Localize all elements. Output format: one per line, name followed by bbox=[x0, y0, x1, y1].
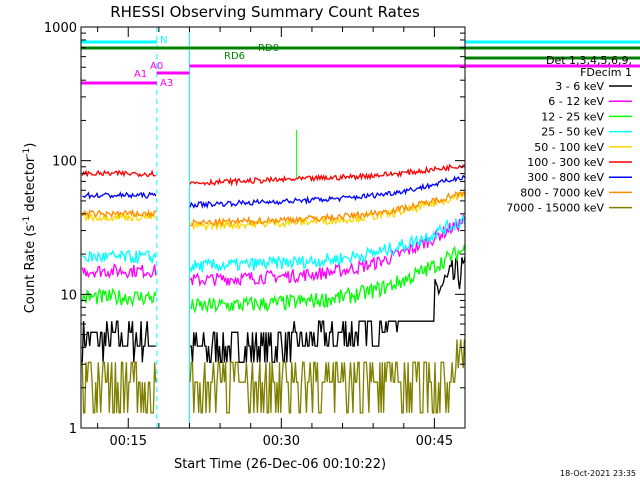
legend-entry-label: 50 - 100 keV bbox=[534, 141, 604, 154]
legend-entry-label: 12 - 25 keV bbox=[541, 110, 604, 123]
series-line-8 bbox=[81, 339, 465, 414]
y-tick-label: 1000 bbox=[44, 21, 77, 36]
y-axis-label: Count Rate (s-1 detector-1) bbox=[22, 143, 38, 314]
series-layer bbox=[81, 129, 465, 414]
series-line-6 bbox=[82, 174, 465, 210]
x-tick-label: 00:30 bbox=[263, 434, 300, 449]
legend-title-line: Det 1,3,4,5,6,9, bbox=[546, 54, 632, 67]
legend: Det 1,3,4,5,6,9,FDecim 13 - 6 keV 6 - 12 … bbox=[506, 54, 632, 215]
series-line-7 bbox=[81, 190, 465, 228]
plot-frame bbox=[80, 26, 466, 429]
series-line-2 bbox=[81, 244, 465, 314]
y-tick-label: 100 bbox=[52, 155, 77, 170]
legend-entry-label: 800 - 7000 keV bbox=[520, 186, 604, 199]
x-axis-label: Start Time (26-Dec-06 00:10:22) bbox=[174, 457, 386, 472]
flag-label-a3: A3 bbox=[160, 78, 173, 89]
x-tick-label: 00:15 bbox=[110, 434, 147, 449]
legend-entry-label: 3 - 6 keV bbox=[555, 80, 604, 93]
legend-entry-label: 6 - 12 keV bbox=[548, 95, 604, 108]
y-tick-label: 10 bbox=[60, 288, 77, 303]
legend-entry-label: 7000 - 15000 keV bbox=[506, 202, 604, 215]
flag-label-a0: A0 bbox=[150, 61, 163, 72]
series-line-1 bbox=[81, 213, 465, 288]
y-tick-label: 1 bbox=[69, 422, 77, 437]
legend-entry-label: 25 - 50 keV bbox=[541, 126, 604, 139]
axes: 1 10 100 1000 00:15 00:30 00:45 bbox=[44, 21, 466, 449]
legend-title-line: FDecim 1 bbox=[580, 66, 632, 79]
series-line-3 bbox=[81, 215, 465, 274]
x-tick-label: 00:45 bbox=[416, 434, 453, 449]
legend-entry-label: 100 - 300 keV bbox=[527, 156, 604, 169]
chart-title: RHESSI Observing Summary Count Rates bbox=[110, 3, 420, 21]
series-line-5 bbox=[81, 163, 465, 187]
flag-label-n: N bbox=[160, 35, 167, 46]
footer-timestamp: 18-Oct-2021 23:35 bbox=[560, 469, 636, 478]
series-line-0 bbox=[81, 252, 465, 363]
flag-label-rd6: RD6 bbox=[224, 51, 245, 62]
flag-label-rd0: RD0 bbox=[258, 43, 279, 54]
flag-label-a1: A1 bbox=[134, 69, 147, 80]
legend-entry-label: 300 - 800 keV bbox=[527, 171, 604, 184]
